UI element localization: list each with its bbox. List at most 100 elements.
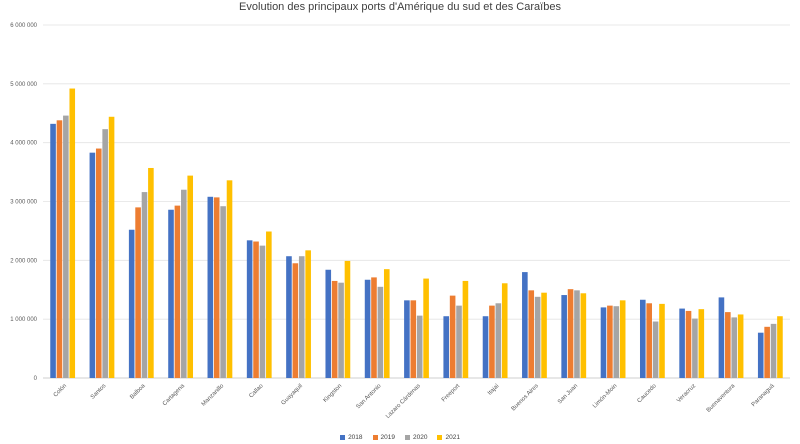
bar-2020 <box>495 303 502 378</box>
bar-2021 <box>698 309 705 378</box>
bar-2020 <box>141 192 148 378</box>
x-tick-label: Veracruz <box>676 383 697 404</box>
bar-2018 <box>639 299 646 378</box>
bar-2018 <box>207 196 214 378</box>
bar-2019 <box>685 310 692 378</box>
y-tick-label: 2 000 000 <box>10 258 37 264</box>
bar-2018 <box>364 279 371 378</box>
bar-2020 <box>613 306 620 378</box>
x-axis-tick-labels: Colón Santos Balboa Cartagena Manzanillo Call… <box>53 383 776 420</box>
bar-2018 <box>168 209 174 378</box>
bar-2018 <box>286 256 292 378</box>
bar-2020 <box>652 321 659 378</box>
bar-2021 <box>501 283 508 378</box>
bar-2021 <box>777 316 783 378</box>
bar-2021 <box>226 180 233 378</box>
bar-2018 <box>89 152 96 378</box>
bar-2018 <box>757 332 764 378</box>
bar-2019 <box>607 305 613 378</box>
chart-title: Evolution des principaux ports d'Amériqu… <box>239 1 561 13</box>
x-tick-label: Caucedo <box>637 383 659 405</box>
bar-2021 <box>619 300 626 378</box>
bar-2021 <box>423 278 429 378</box>
legend-item: 2019 <box>372 434 395 441</box>
legend-label: 2018 <box>348 434 363 441</box>
legend-label: 2019 <box>380 434 395 441</box>
bar-2020 <box>298 256 305 378</box>
x-tick-label: Kingston <box>323 383 344 404</box>
bar-2019 <box>764 326 770 378</box>
bar-2020 <box>534 296 541 378</box>
x-tick-label: Limón-Moin <box>592 383 618 409</box>
bar-2018 <box>600 307 607 378</box>
bar-2020 <box>416 315 423 378</box>
bar-2021 <box>541 292 547 378</box>
y-tick-label: 1 000 000 <box>10 317 37 323</box>
x-tick-label: Manzanillo <box>201 383 226 408</box>
x-tick-label: Guayaquil <box>281 383 304 406</box>
y-tick-label: 3 000 000 <box>10 200 37 206</box>
y-axis-tick-labels: 0 1 000 000 2 000 000 3 000 000 4 000 000 5 0… <box>10 23 37 382</box>
bar-2019 <box>371 277 377 378</box>
bar-2020 <box>770 323 777 378</box>
legend: 2018 2019 2020 2021 <box>0 434 800 441</box>
x-tick-label: Freeport <box>441 383 462 404</box>
legend-item: 2018 <box>340 434 363 441</box>
x-tick-label: Paranaguá <box>751 383 776 408</box>
bar-2021 <box>266 231 272 378</box>
x-tick-label: San Antonio <box>355 383 383 411</box>
bar-2019 <box>410 300 417 378</box>
legend-item: 2021 <box>437 434 460 441</box>
bar-2019 <box>646 303 652 378</box>
bar-2020 <box>338 282 344 378</box>
bar-2019 <box>528 290 535 378</box>
bar-2019 <box>449 295 456 378</box>
x-tick-label: Itajaí <box>487 383 501 397</box>
y-tick-label: 6 000 000 <box>10 23 37 29</box>
bar-2018 <box>50 123 56 378</box>
bar-2018 <box>128 229 135 378</box>
y-tick-label: 4 000 000 <box>10 141 37 147</box>
bar-2018 <box>443 316 450 378</box>
bar-2019 <box>292 263 299 378</box>
legend-swatch <box>340 435 346 440</box>
bar-2020 <box>692 318 698 378</box>
bar-2018 <box>561 295 567 378</box>
bar-2019 <box>213 197 220 378</box>
x-tick-label: Buenaventura <box>706 383 737 414</box>
bar-2018 <box>246 240 253 378</box>
bar-2021 <box>383 269 390 378</box>
bar-series <box>50 88 783 379</box>
bar-2021 <box>737 314 744 378</box>
bar-2018 <box>679 308 685 378</box>
bar-2021 <box>659 303 665 378</box>
legend-swatch <box>437 435 443 440</box>
bar-2020 <box>456 305 462 378</box>
bar-2020 <box>220 206 226 378</box>
bar-2020 <box>181 189 187 378</box>
bar-2021 <box>148 167 154 378</box>
x-tick-label: Santos <box>90 383 107 400</box>
bar-2021 <box>69 88 76 378</box>
bar-2019 <box>567 289 574 378</box>
legend-swatch <box>405 435 410 440</box>
bar-2019 <box>331 280 338 378</box>
bar-2018 <box>522 272 528 378</box>
x-tick-label: Cartagena <box>162 383 187 408</box>
gridlines <box>43 24 790 379</box>
x-tick-label: Buenos Aires <box>511 383 540 412</box>
bar-2018 <box>718 297 725 378</box>
bar-2018 <box>404 300 410 378</box>
bar-2018 <box>325 269 332 378</box>
bar-2018 <box>482 316 489 378</box>
bar-2021 <box>462 280 469 378</box>
bar-2019 <box>489 305 495 378</box>
x-tick-label: Colón <box>53 383 68 398</box>
x-tick-label: Balboa <box>129 383 147 401</box>
x-tick-label: Lazaro Cárdenas <box>385 383 422 420</box>
legend-label: 2020 <box>413 434 428 441</box>
bar-2020 <box>574 290 580 378</box>
bar-2021 <box>187 175 194 378</box>
bar-2021 <box>305 250 311 378</box>
y-tick-label: 5 000 000 <box>10 82 37 88</box>
